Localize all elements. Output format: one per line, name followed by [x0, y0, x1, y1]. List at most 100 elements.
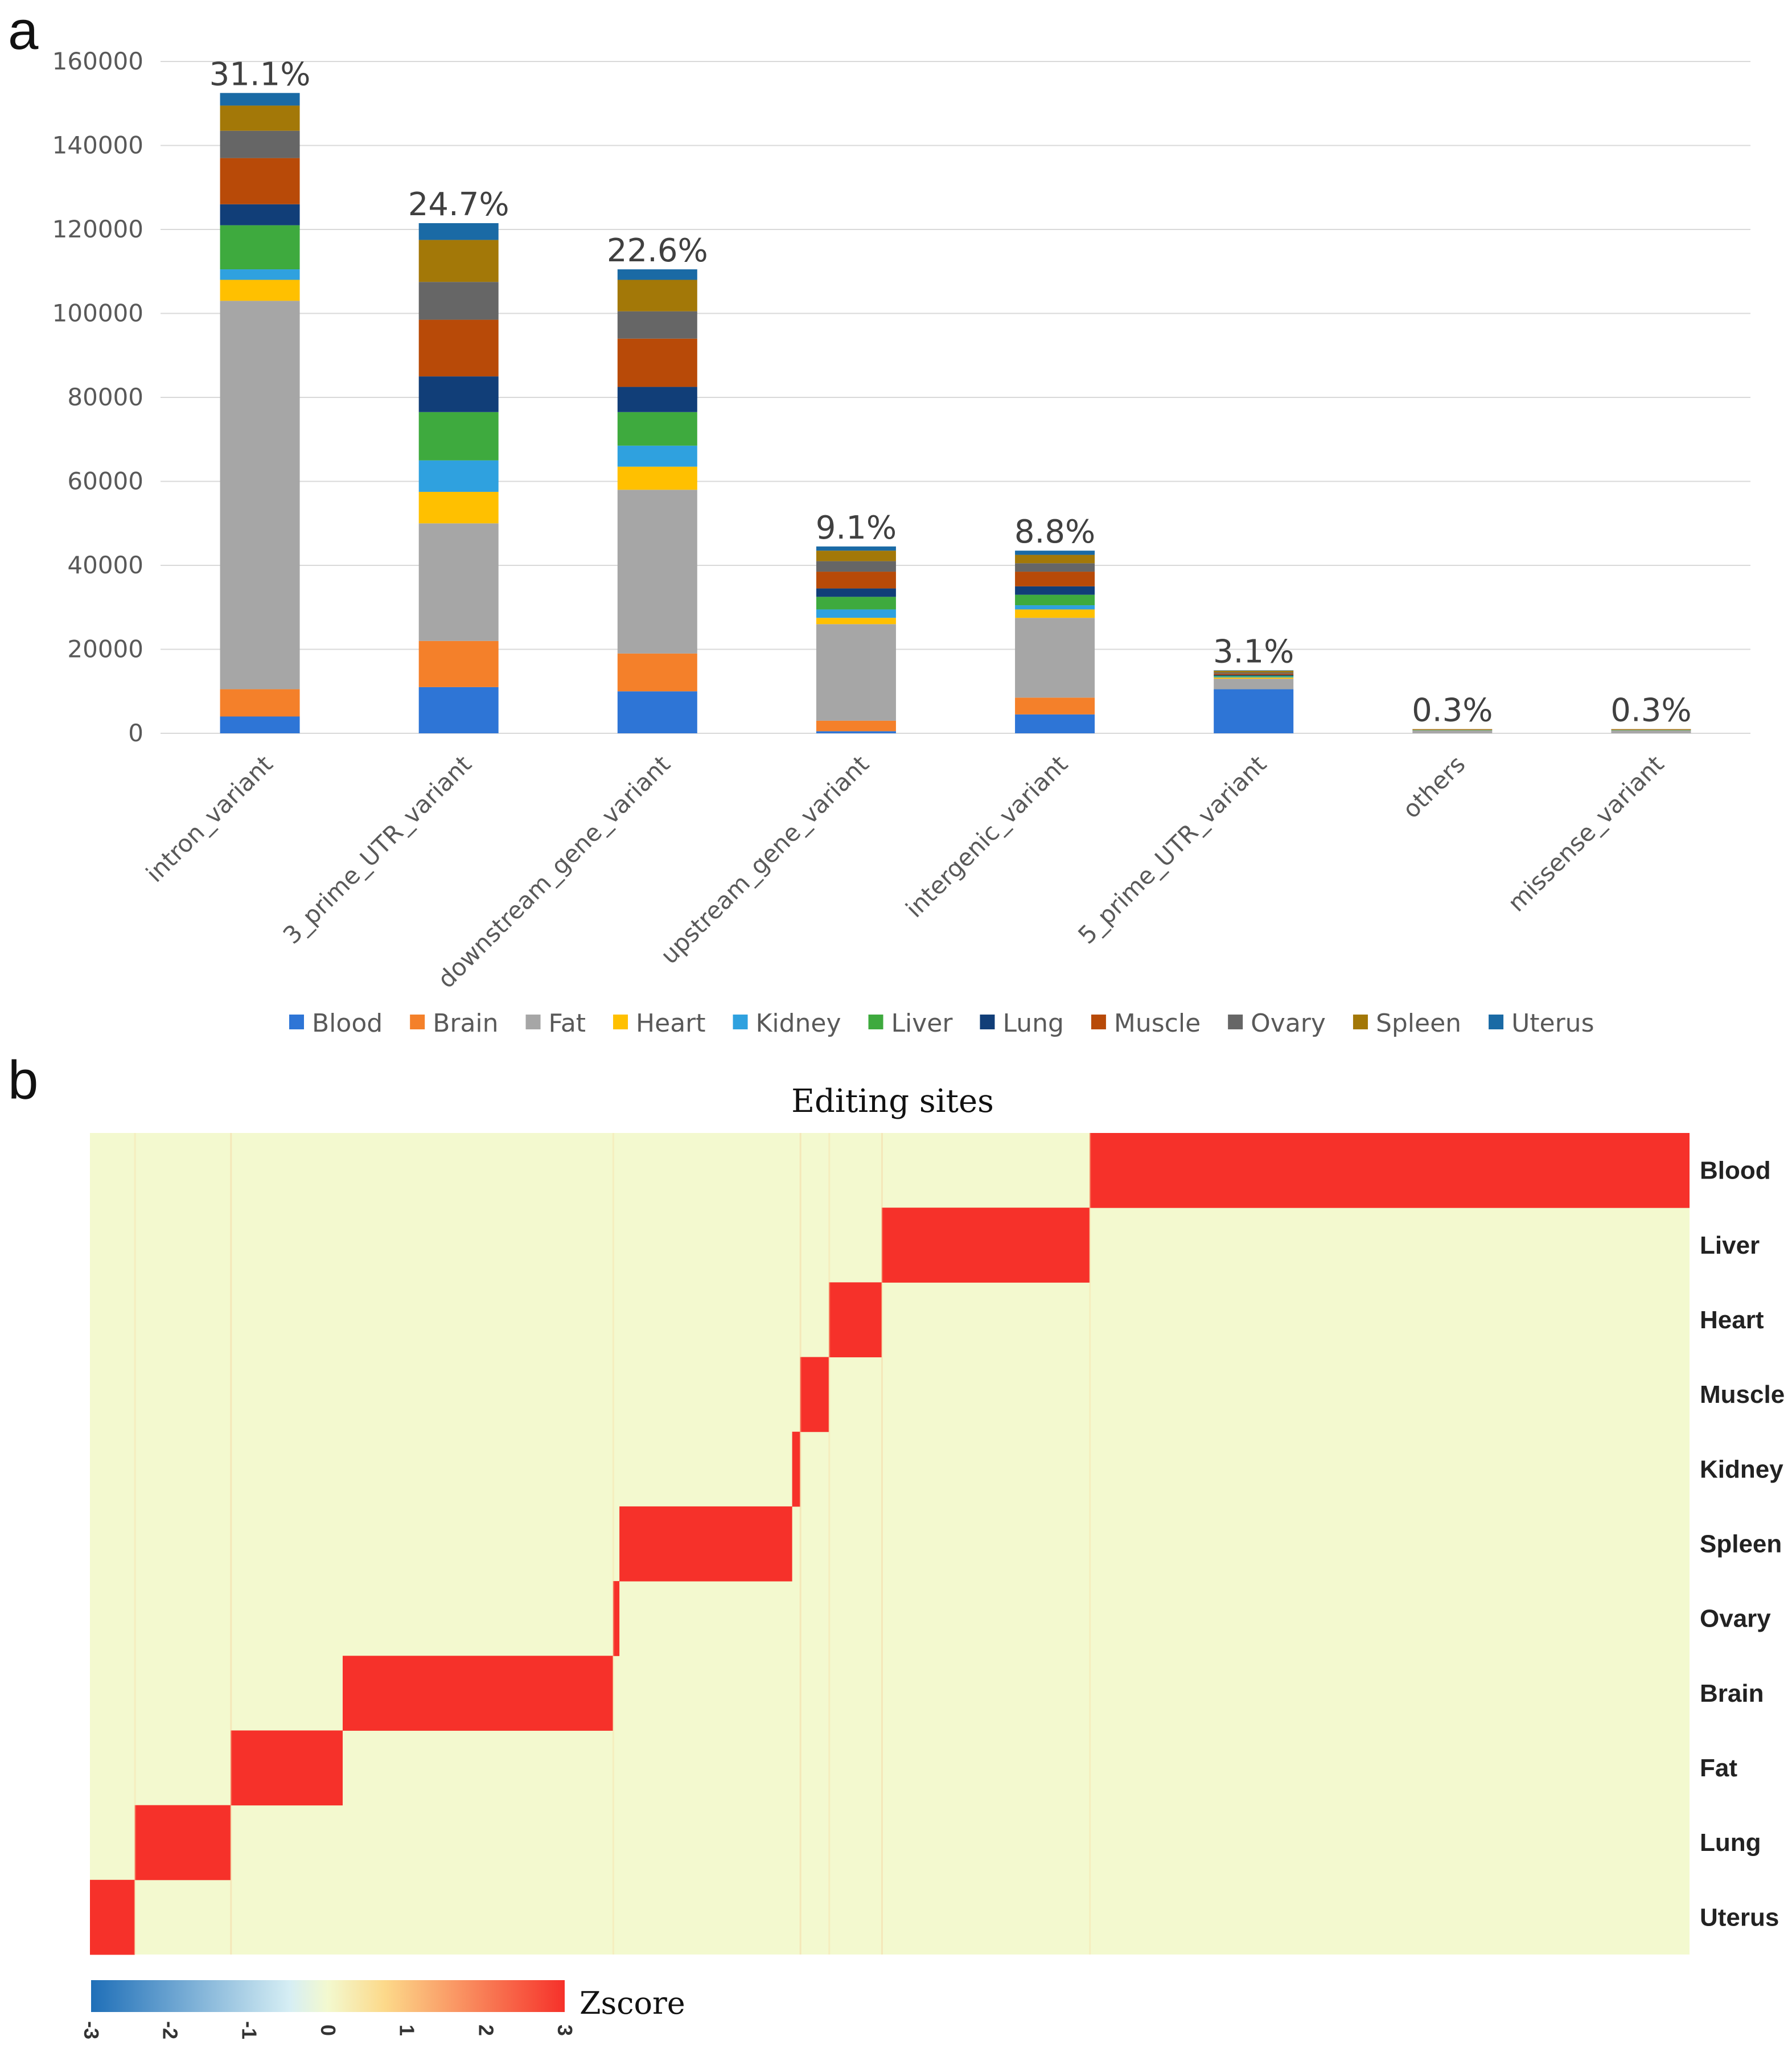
bar-segment-ovary	[220, 130, 300, 158]
category-label: 3_prime_UTR_variant	[278, 750, 477, 949]
y-tick-label: 120000	[52, 215, 143, 243]
bar-segment-fat	[1214, 679, 1294, 689]
colorbar	[91, 1980, 565, 2012]
bar-segment-spleen	[1611, 729, 1691, 730]
bar-segment-fat	[418, 523, 499, 641]
legend-swatch-uterus	[1489, 1015, 1504, 1029]
legend-swatch-fat	[525, 1015, 541, 1029]
bar-segment-fat	[816, 624, 896, 721]
colorbar-tick-label: 2	[474, 2025, 498, 2036]
percent-label: 24.7%	[408, 186, 509, 223]
y-axis-ticks: 0 20000 40000 60000 80000 100000 120000 140000 1…	[52, 47, 143, 747]
bar-segment-lung	[418, 376, 499, 412]
heatmap-block-heart	[829, 1282, 882, 1358]
legend-label-blood: Blood	[312, 1009, 383, 1038]
heatmap-row-label: Blood	[1700, 1157, 1771, 1185]
heatmap-streak	[134, 1133, 136, 1955]
stacked-bar-chart: 0 20000 40000 60000 80000 100000 120000 140000 1…	[52, 47, 1750, 1038]
category-labels: intron_variant 3_prime_UTR_variantdownstr…	[141, 750, 1670, 993]
bar-segment-ovary	[617, 311, 697, 339]
bar-segment-uterus	[1214, 670, 1294, 671]
bar-segment-brain	[617, 653, 697, 692]
bar-segment-liver	[1015, 594, 1095, 606]
category-label: 5_prime_UTR_variant	[1072, 750, 1272, 949]
colorbar-tick-label: -1	[237, 2021, 261, 2039]
y-tick-label: 40000	[67, 551, 143, 579]
bar-segment-kidney	[1214, 676, 1294, 678]
y-tick-label: 140000	[52, 132, 143, 159]
y-tick-label: 80000	[67, 383, 143, 411]
percent-label: 8.8%	[1014, 514, 1095, 551]
heatmap-row-label: Heart	[1700, 1306, 1764, 1334]
bar-segment-muscle	[1611, 729, 1691, 730]
bar-segment-uterus	[1015, 551, 1095, 555]
heatmap-block-lung	[134, 1805, 231, 1881]
category-label: upstream_gene_variant	[655, 750, 874, 969]
bar-segment-ovary	[816, 561, 896, 572]
bar-segment-liver	[220, 225, 300, 270]
heatmap-row-label: Ovary	[1700, 1605, 1771, 1633]
bar-segment-ovary	[1015, 563, 1095, 572]
bar-segment-spleen	[1015, 555, 1095, 564]
colorbar-tick-label: 3	[553, 2025, 577, 2036]
heatmap-row-label: Brain	[1700, 1680, 1764, 1707]
percent-label: 9.1%	[816, 510, 897, 547]
legend-label-ovary: Ovary	[1251, 1009, 1326, 1038]
bar-segment-spleen	[1214, 671, 1294, 673]
bar-segment-ovary	[1214, 672, 1294, 674]
heatmap-title: Editing sites	[791, 1083, 994, 1120]
legend-label-lung: Lung	[1002, 1009, 1063, 1038]
percent-label: 0.3%	[1610, 692, 1691, 729]
heatmap-block-blood	[1090, 1133, 1690, 1208]
heatmap-block-kidney	[792, 1431, 800, 1507]
legend-label-kidney: Kidney	[756, 1009, 841, 1038]
heatmap-block-spleen	[619, 1506, 792, 1582]
category-label: intergenic_variant	[901, 750, 1074, 923]
category-label: downstream_gene_variant	[432, 750, 676, 993]
bar-segment-spleen	[220, 105, 300, 131]
bar-segment-muscle	[418, 319, 499, 377]
legend-swatch-heart	[613, 1015, 628, 1029]
bar-segment-lung	[617, 387, 697, 412]
heatmap-block-muscle	[800, 1357, 829, 1432]
bar-segment-brain	[1015, 697, 1095, 715]
legend-label-heart: Heart	[636, 1009, 705, 1038]
bar-segment-lung	[220, 204, 300, 225]
bar-segment-kidney	[418, 460, 499, 492]
bar-segment-kidney	[617, 445, 697, 467]
bar-segment-spleen	[617, 280, 697, 311]
bar-segment-blood	[220, 716, 300, 733]
legend-swatch-brain	[410, 1015, 425, 1029]
heatmap-streak	[799, 1133, 802, 1955]
heatmap-row-label: Spleen	[1700, 1530, 1782, 1558]
category-label: intron_variant	[141, 750, 278, 888]
bar-segment-spleen	[816, 551, 896, 561]
bar-segment-uterus	[617, 269, 697, 280]
colorbar-tick-label: 1	[396, 2025, 419, 2036]
legend-label-spleen: Spleen	[1376, 1009, 1461, 1038]
y-tick-label: 20000	[67, 635, 143, 663]
heatmap-block-fat	[231, 1730, 343, 1806]
percent-labels: 31.1% 24.7% 22.6% 9.1% 8.8% 3.1% 0.3% 0.3%	[209, 56, 1692, 729]
bar-segment-fat	[220, 301, 300, 689]
heatmap-streak	[881, 1133, 883, 1955]
percent-label: 22.6%	[607, 232, 708, 269]
percent-label: 0.3%	[1412, 692, 1493, 729]
heatmap-row-label: Lung	[1700, 1829, 1761, 1857]
heatmap-streak	[1089, 1133, 1091, 1955]
legend-label-muscle: Muscle	[1114, 1009, 1201, 1038]
legend-swatch-blood	[289, 1015, 304, 1029]
bar-segment-blood	[418, 687, 499, 733]
heatmap-row-label: Muscle	[1700, 1381, 1785, 1409]
bar-segment-muscle	[220, 158, 300, 204]
panel-a-label: a	[8, 0, 39, 61]
bar-segment-kidney	[816, 609, 896, 618]
bar-segment-brain	[816, 720, 896, 732]
bar-segment-uterus	[816, 546, 896, 551]
colorbar-title: Zscore	[579, 1985, 685, 2021]
bar-segment-brain	[220, 689, 300, 717]
bar-segment-lung	[816, 588, 896, 597]
category-label: others	[1397, 750, 1470, 823]
bar-segment-liver	[617, 412, 697, 446]
category-label: missense_variant	[1502, 750, 1669, 917]
